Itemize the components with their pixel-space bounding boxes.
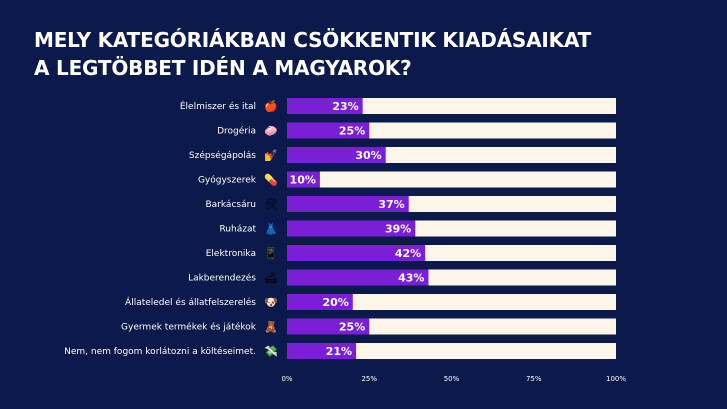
bar-row: Szépségápolás 💅 30% — [189, 147, 616, 163]
data-label: 20% — [322, 296, 348, 309]
data-label: 39% — [385, 223, 411, 236]
chart-title: MELY KATEGÓRIÁKBAN CSÖKKENTIK KIADÁSAIKA… — [34, 26, 591, 82]
category-label: Ruházat — [219, 225, 256, 235]
bar-track — [287, 294, 616, 310]
bar-track — [287, 343, 616, 359]
bar — [287, 122, 370, 139]
category-label: Barkácsáru — [205, 200, 256, 210]
dress-icon: 👗 — [264, 223, 278, 236]
data-label: 25% — [339, 125, 365, 138]
bar — [287, 245, 426, 261]
data-label: 21% — [326, 345, 352, 358]
data-label: 10% — [290, 174, 316, 187]
category-label: Szépségápolás — [189, 150, 256, 161]
bar-row: Nem, nem fogom korlátozni a költéseimet.… — [64, 343, 616, 359]
category-label: Drogéria — [217, 126, 256, 137]
bar-row: Gyógyszerek 💊 10% — [198, 171, 616, 188]
bar — [287, 318, 370, 335]
bar-row: Lakberendezés 🛋 43% — [188, 269, 616, 286]
bar — [287, 220, 416, 237]
data-label: 43% — [398, 272, 424, 285]
bar-row: Elektronika 📱 42% — [206, 245, 616, 261]
bar-row: Állateledel és állatfelszerelés 🐶 20% — [125, 294, 616, 310]
x-tick-label: 25% — [361, 375, 377, 383]
bar — [287, 343, 357, 359]
data-label: 37% — [378, 198, 404, 211]
apple-icon: 🍎 — [264, 99, 278, 113]
x-tick-label: 0% — [281, 375, 292, 383]
x-tick-label: 50% — [444, 375, 460, 383]
bar — [287, 98, 363, 114]
bar — [287, 147, 386, 163]
x-tick-label: 75% — [526, 375, 542, 383]
bar — [287, 196, 409, 212]
soap-icon: 🧼 — [264, 125, 278, 138]
bar-row: Élelmiszer és ital 🍎 23% — [180, 98, 616, 114]
money-icon: 💸 — [264, 345, 278, 358]
category-label: Lakberendezés — [188, 273, 256, 284]
x-tick-label: 100% — [606, 375, 626, 383]
bar — [287, 294, 353, 310]
bar-row: Ruházat 👗 39% — [219, 220, 616, 237]
data-label: 25% — [339, 321, 365, 334]
category-label: Gyógyszerek — [198, 175, 257, 186]
bar-row: Drogéria 🧼 25% — [217, 122, 616, 139]
data-label: 30% — [355, 149, 381, 162]
tools-icon: 🛠 — [264, 198, 278, 211]
bar-row: Gyermek termékek és játékok 🧸 25% — [121, 318, 616, 335]
bar-row: Barkácsáru 🛠 37% — [205, 196, 616, 212]
nail-polish-icon: 💅 — [264, 149, 278, 162]
category-label: Gyermek termékek és játékok — [121, 322, 257, 333]
pill-icon: 💊 — [264, 173, 278, 187]
category-label: Állateledel és állatfelszerelés — [125, 296, 256, 308]
bar — [287, 269, 429, 286]
teddy-bear-icon: 🧸 — [264, 321, 278, 334]
chart-title-line-2: A LEGTÖBBET IDÉN A MAGYAROK? — [34, 56, 412, 80]
category-label: Nem, nem fogom korlátozni a költéseimet. — [64, 346, 256, 357]
category-label: Elektronika — [206, 249, 256, 259]
mobile-phone-icon: 📱 — [264, 247, 278, 260]
data-label: 23% — [332, 100, 358, 113]
couch-icon: 🛋 — [264, 272, 278, 285]
dog-icon: 🐶 — [264, 296, 278, 309]
chart-title-line-1: MELY KATEGÓRIÁKBAN CSÖKKENTIK KIADÁSAIKA… — [34, 28, 592, 52]
data-label: 42% — [395, 247, 421, 260]
bar-track — [287, 98, 616, 114]
bar-track — [287, 171, 616, 188]
bar — [287, 171, 320, 188]
category-label: Élelmiszer és ital — [180, 100, 256, 112]
